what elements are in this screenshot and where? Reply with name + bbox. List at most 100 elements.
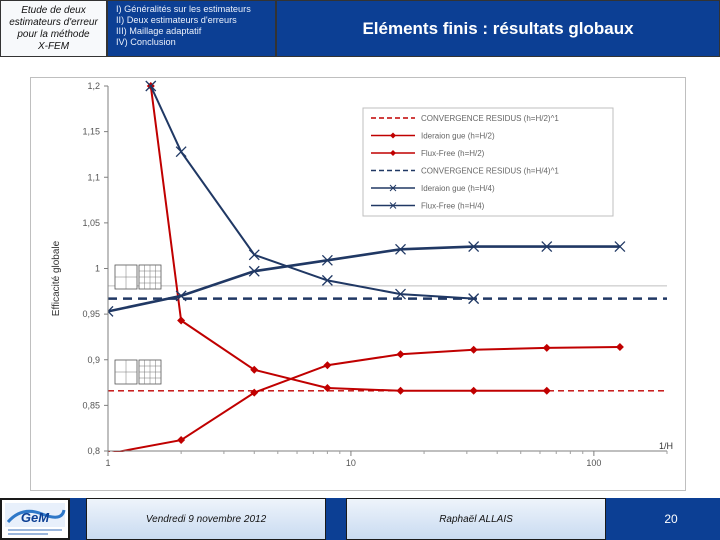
- chart-frame: 0,8 0,85 0,9 0,95 1 1,05 1,1 1,15 1,2 1 10 100 Effic…: [30, 77, 686, 491]
- legend-marker-1: [390, 132, 396, 139]
- series-5-point-2-b: [248, 265, 260, 277]
- series-2-point-1: [177, 436, 186, 445]
- series-5-point-6-b: [541, 241, 553, 253]
- series-4-point-0-b: [145, 80, 157, 92]
- y-tick-label-3: 0,95: [82, 309, 100, 319]
- series-5-point-6: [541, 241, 553, 253]
- footer-author-box: Raphaël ALLAIS: [346, 498, 606, 540]
- slide-title: Eléments finis : résultats globaux: [362, 18, 634, 38]
- slide-title-box: Eléments finis : résultats globaux: [276, 0, 720, 57]
- series-5-point-1: [175, 290, 187, 302]
- y-tick-label-1: 0,85: [82, 400, 100, 410]
- footer-author: Raphaël ALLAIS: [439, 513, 513, 525]
- outline-item-4: IV) Conclusion: [116, 37, 176, 47]
- series-5-point-0: [108, 305, 114, 317]
- chart-axes: 0,8 0,85 0,9 0,95 1 1,05 1,1 1,15 1,2 1 10 100 Effic…: [51, 81, 673, 468]
- series-4-point-0: [145, 80, 157, 92]
- y-tick-label-8: 1,2: [87, 81, 100, 91]
- series-5-point-2: [248, 265, 260, 277]
- mesh-icons: [114, 264, 162, 385]
- y-tick-label-4: 1: [95, 264, 100, 274]
- series-1-point-2: [250, 365, 259, 374]
- series-1-point-1: [177, 316, 186, 325]
- y-tick-label-0: 0,8: [87, 446, 100, 456]
- mesh-icon-fine-b: [138, 359, 162, 385]
- series-layer: [108, 80, 667, 452]
- logo-text: GeM: [21, 510, 50, 525]
- series-4-point-3: [321, 274, 333, 286]
- series-5-point-7-b: [614, 241, 626, 253]
- legend-marker-5: [389, 202, 397, 209]
- legend-marker-5-b: [389, 202, 397, 209]
- series-1-point-6: [542, 386, 551, 395]
- x-axis-label: 1/H: [659, 441, 673, 451]
- footer-date: Vendredi 9 novembre 2012: [145, 513, 267, 525]
- legend-label-2: Flux-Free (h=H/2): [421, 149, 485, 158]
- series-2-point-7: [615, 342, 624, 351]
- x-tick-label-1: 10: [346, 458, 356, 468]
- legend-marker-4: [389, 184, 397, 192]
- series-5-line: [108, 245, 620, 313]
- series-2-point-6: [542, 343, 551, 352]
- y-tick-label-2: 0,9: [87, 355, 100, 365]
- series-2-point-3: [323, 361, 332, 370]
- series-4-point-1-b: [175, 146, 187, 158]
- series-5-point-3: [321, 254, 333, 266]
- series-4-line: [149, 85, 474, 300]
- series-5-point-0-a: [108, 310, 114, 317]
- legend-marker-4-b: [389, 184, 397, 192]
- series-4-point-1: [175, 146, 187, 158]
- series-1-point-5: [469, 386, 478, 395]
- legend-label-1: Ideraion gue (h=H/2): [421, 132, 495, 141]
- series-5-point-0-b: [108, 305, 114, 313]
- series-5-point-3-b: [321, 254, 333, 266]
- series-4-point-5: [468, 293, 480, 305]
- series-4-point-3-b: [321, 274, 333, 286]
- series-2-line: [111, 346, 620, 452]
- y-tick-label-6: 1,1: [87, 172, 100, 182]
- chart-legend: CONVERGENCE RESIDUS (h=H/2)^1 Ideraion gu…: [362, 107, 614, 217]
- series-2-point-5: [469, 345, 478, 354]
- series-2-point-4: [396, 350, 405, 359]
- mesh-icon-coarse-a: [114, 264, 138, 290]
- legend-label-5: Flux-Free (h=H/4): [421, 202, 485, 211]
- x-tick-label-0: 1: [105, 458, 110, 468]
- series-4-point-4-b: [395, 288, 406, 300]
- series-4-point-2: [248, 249, 260, 261]
- y-axis-label: Efficacité globale: [51, 240, 62, 316]
- gem-logo-icon: GeM: [5, 503, 66, 535]
- series-1-point-3: [323, 384, 332, 393]
- mesh-icon-coarse-b: [114, 359, 138, 385]
- legend-label-0: CONVERGENCE RESIDUS (h=H/2)^1: [421, 114, 559, 123]
- x-tick-label-2: 100: [586, 458, 601, 468]
- outline-item-3: III) Maillage adaptatif: [116, 26, 202, 36]
- series-5-point-5: [468, 241, 480, 253]
- legend-label-4: Ideraion gue (h=H/4): [421, 184, 495, 193]
- series-2-point-2: [250, 388, 259, 397]
- outline-box: I) Généralités sur les estimateurs II) D…: [107, 0, 276, 57]
- y-tick-label-5: 1,05: [82, 218, 100, 228]
- legend-box: [362, 107, 614, 217]
- presentation-title-box: Etude de deux estimateurs d'erreur pour …: [0, 0, 107, 57]
- legend-marker-2: [390, 150, 396, 156]
- series-4-point-4: [395, 288, 406, 300]
- series-5-point-1-b: [175, 290, 187, 302]
- outline-item-1: I) Généralités sur les estimateurs: [116, 4, 251, 14]
- presentation-title: Etude de deux estimateurs d'erreur pour …: [9, 4, 98, 52]
- lab-logo: GeM: [0, 498, 70, 540]
- efficiency-chart: 0,8 0,85 0,9 0,95 1 1,05 1,1 1,15 1,2 1 10 100 Effic…: [51, 80, 673, 468]
- series-5-point-4: [395, 243, 406, 255]
- series-5-point-5-b: [468, 241, 480, 253]
- y-tick-label-7: 1,15: [82, 127, 100, 137]
- series-4-point-5-b: [468, 293, 480, 305]
- page-number-box: 20: [622, 498, 720, 540]
- series-1-point-4: [396, 386, 405, 395]
- footer-date-box: Vendredi 9 novembre 2012: [86, 498, 326, 540]
- mesh-icon-fine-a: [138, 264, 162, 290]
- series-5-point-4-b: [395, 243, 406, 255]
- series-4-point-2-b: [248, 249, 260, 261]
- legend-label-3: CONVERGENCE RESIDUS (h=H/4)^1: [421, 167, 559, 176]
- outline-item-2: II) Deux estimateurs d'erreurs: [116, 15, 237, 25]
- series-5-point-7: [614, 241, 626, 253]
- page-number: 20: [664, 512, 678, 526]
